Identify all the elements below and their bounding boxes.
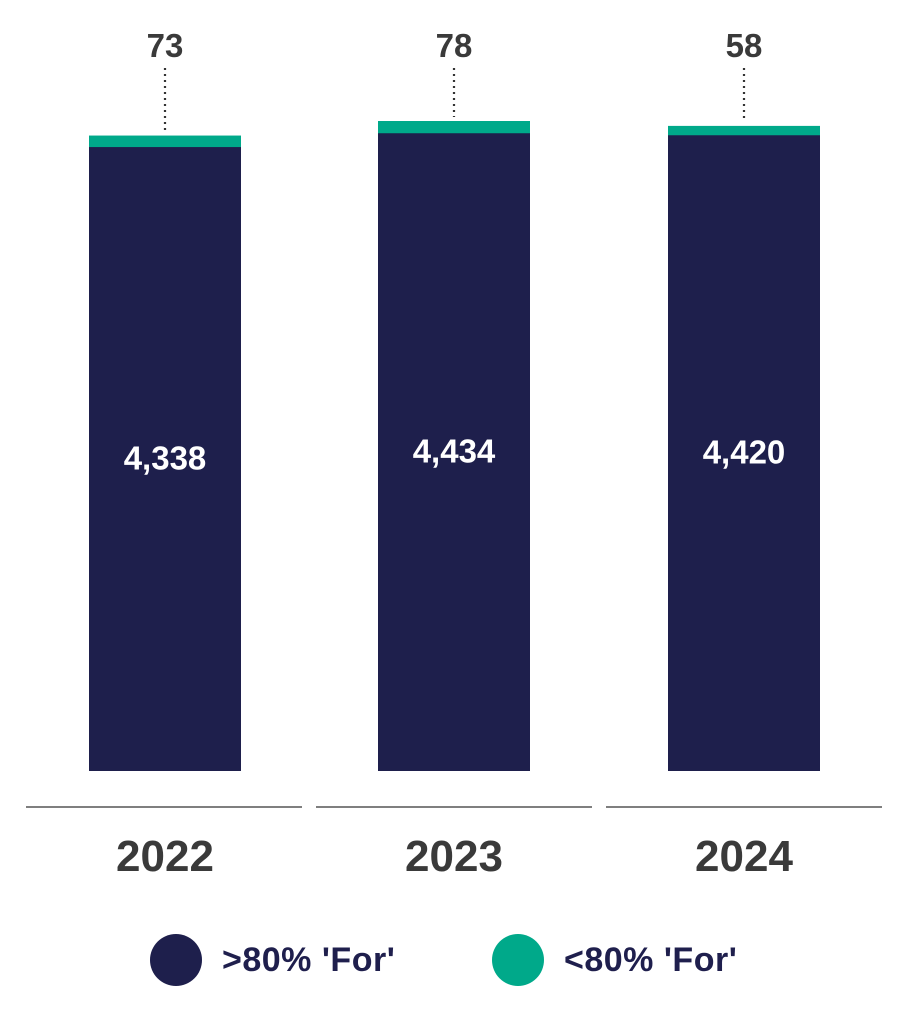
data-label-above-80-2022: 4,338 [124, 440, 207, 477]
legend-swatch-below-80 [492, 934, 544, 986]
bar-below-80-2024 [668, 125, 820, 136]
labels-layer: 4,338 73 4,434 78 4,420 58 [124, 27, 786, 477]
data-label-below-80-2023: 78 [436, 27, 473, 64]
bar-above-80-2023 [378, 132, 530, 772]
data-label-above-80-2023: 4,434 [413, 433, 496, 470]
legend-label-above-80: >80% 'For' [222, 940, 396, 979]
legend-label-below-80: <80% 'For' [564, 940, 738, 979]
x-axis: 2022 2023 2024 [26, 806, 882, 881]
bar-below-80-2023 [378, 121, 530, 134]
legend: >80% 'For' <80% 'For' [0, 932, 908, 988]
data-label-below-80-2024: 58 [726, 27, 763, 64]
legend-swatch-above-80 [150, 934, 202, 986]
x-tick-label-2024: 2024 [695, 832, 793, 881]
legend-item-above-80: >80% 'For' [150, 932, 395, 988]
bars-layer [89, 121, 820, 772]
bar-below-80-2022 [89, 135, 241, 148]
legend-item-below-80: <80% 'For' [492, 932, 737, 988]
x-tick-label-2023: 2023 [405, 832, 503, 881]
bar-above-80-2022 [89, 146, 241, 772]
x-tick-label-2022: 2022 [116, 832, 214, 881]
data-label-above-80-2024: 4,420 [703, 434, 786, 471]
data-label-below-80-2022: 73 [147, 27, 184, 64]
bar-above-80-2024 [668, 134, 820, 771]
